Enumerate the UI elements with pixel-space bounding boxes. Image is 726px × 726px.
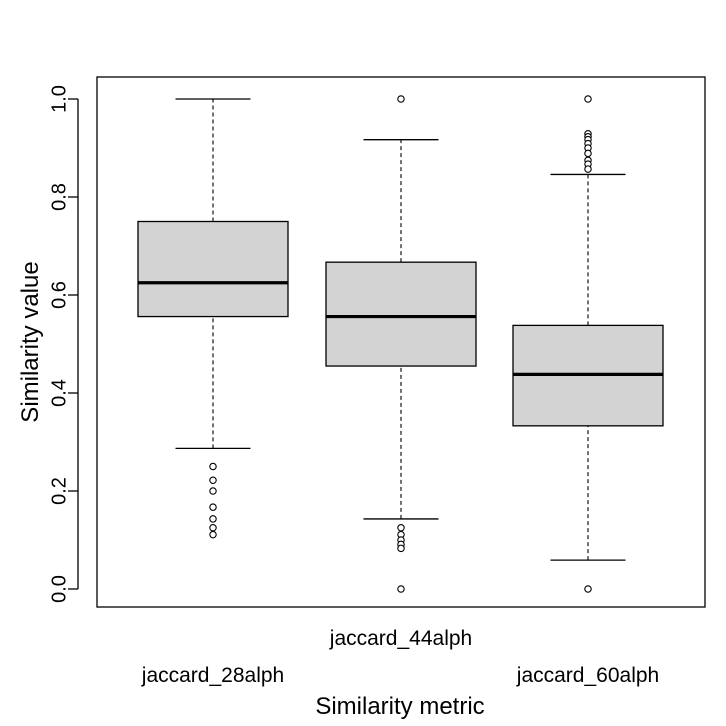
outlier-point <box>209 487 217 495</box>
iqr-box <box>137 220 289 318</box>
outlier-point <box>397 585 405 593</box>
boxes-layer <box>137 95 664 593</box>
outlier-point <box>584 95 592 103</box>
x-axis-labels: jaccard_28alph jaccard_44alph jaccard_60al… <box>141 627 659 687</box>
outlier-point <box>397 523 405 532</box>
outlier-point <box>209 503 217 511</box>
outlier-point <box>397 95 405 103</box>
y-axis: 0.0 0.2 0.4 0.6 0.8 1.0 <box>48 85 79 603</box>
outlier-point <box>209 530 217 539</box>
x-axis-title: Similarity metric <box>315 693 484 720</box>
outlier-point <box>209 476 217 484</box>
box-jaccard_60alph <box>512 95 664 593</box>
outlier-point <box>209 462 217 471</box>
outlier-point <box>397 544 405 553</box>
outlier-point <box>584 165 592 173</box>
outlier-point <box>209 515 217 523</box>
box-jaccard_44alph <box>325 95 477 593</box>
y-axis-title: Similarity value <box>17 261 44 422</box>
x-category-label: jaccard_28alph <box>141 664 284 687</box>
y-tick-label: 0.8 <box>48 183 70 211</box>
outlier-point <box>209 523 217 532</box>
plot-frame <box>96 76 706 608</box>
y-tick-label: 0.2 <box>48 477 70 505</box>
x-category-label: jaccard_60alph <box>516 664 659 687</box>
outlier-point <box>584 149 592 158</box>
y-tick-label: 0.0 <box>48 575 70 603</box>
outlier-point <box>584 585 592 593</box>
y-tick-label: 0.6 <box>48 281 70 309</box>
x-category-label: jaccard_44alph <box>329 627 472 650</box>
y-tick-label: 1.0 <box>48 85 70 113</box>
iqr-box <box>325 261 477 367</box>
y-tick-label: 0.4 <box>48 379 70 407</box>
box-jaccard_28alph <box>137 98 289 539</box>
